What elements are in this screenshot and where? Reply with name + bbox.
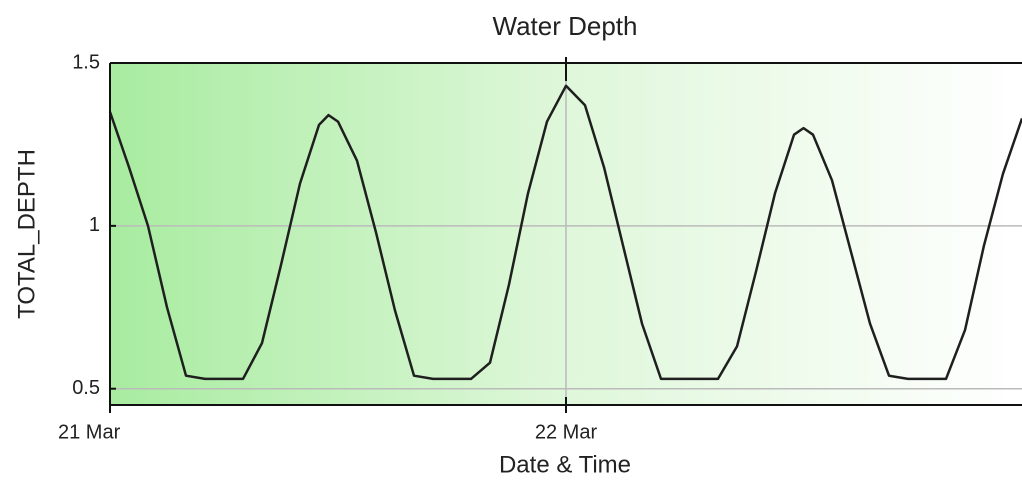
y-tick-label: 1.5 — [72, 51, 100, 73]
x-axis-label: Date & Time — [499, 451, 631, 478]
chart-title: Water Depth — [493, 11, 638, 41]
y-tick-label: 1 — [89, 214, 100, 236]
marks — [108, 84, 1022, 381]
data-line — [108, 84, 1022, 381]
y-axis-label: TOTAL_DEPTH — [13, 149, 40, 319]
x-tick-label: 21 Mar — [58, 421, 121, 443]
grid — [110, 63, 1022, 405]
x-tick-label: 22 Mar — [535, 421, 598, 443]
y-tick-label: 0.5 — [72, 377, 100, 399]
